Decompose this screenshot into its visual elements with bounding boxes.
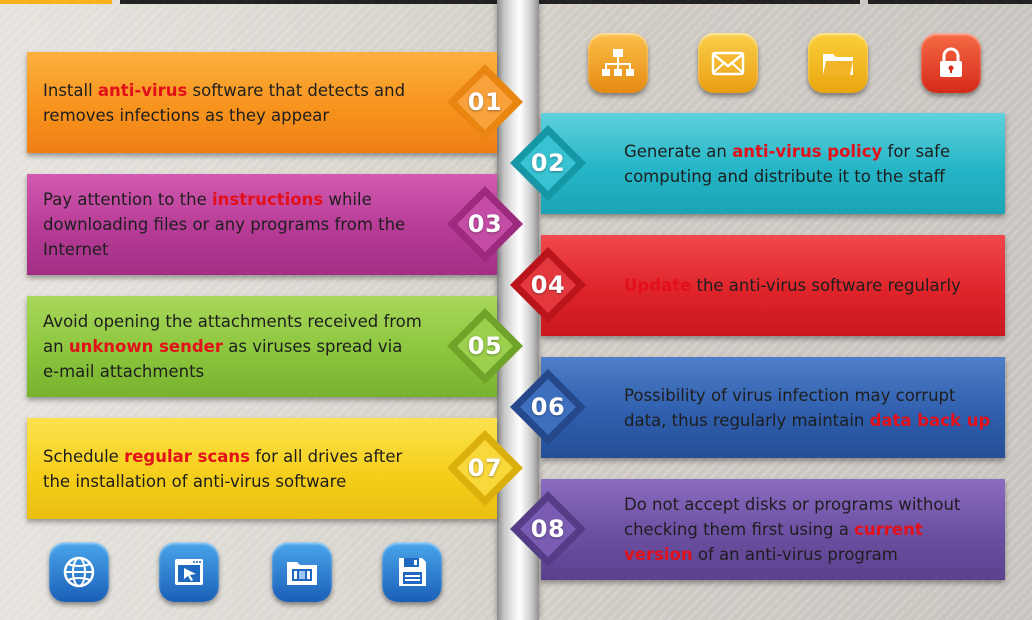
step-07-number: 07 — [467, 454, 503, 482]
step-03-number: 03 — [467, 210, 503, 238]
step-06-text-pre: Possibility of virus infection may corru… — [624, 385, 956, 430]
step-04-highlight: Update — [624, 276, 692, 295]
step-07-highlight: regular scans — [124, 446, 250, 466]
step-06-text: Possibility of virus infection may corru… — [624, 357, 994, 458]
step-03-text-post: while downloading files or any programs … — [43, 190, 406, 259]
step-02-badge: 02 — [508, 123, 588, 203]
step-07-text-pre: Schedule — [43, 446, 125, 466]
step-04-number: 04 — [530, 271, 566, 299]
step-03-highlight: instructions — [211, 190, 324, 209]
step-05-text: Avoid opening the attachments received f… — [43, 296, 423, 397]
step-01-badge: 01 — [445, 62, 525, 142]
step-06-highlight: data back up — [869, 410, 991, 430]
step-08-text-pre: Do not accept disks or programs without … — [624, 495, 961, 539]
top-dark-bar — [120, 0, 860, 4]
mail-icon — [698, 33, 758, 93]
step-07-text-post: for all drives after the installation of… — [43, 446, 403, 491]
step-02-text-pre: Generate an — [624, 141, 733, 161]
step-04-badge: 04 — [508, 245, 588, 325]
step-01-text-pre: Install — [43, 80, 98, 100]
step-06-band: Possibility of virus infection may corru… — [541, 357, 1005, 458]
step-01-text-post: software that detects and removes infect… — [43, 80, 406, 125]
cursor-window-icon — [159, 542, 219, 602]
step-03-text: Pay attention to the instructions while … — [43, 174, 423, 275]
step-03-badge: 03 — [445, 184, 525, 264]
sitemap-icon — [588, 33, 648, 93]
floppy-disk-icon — [382, 542, 442, 602]
step-07-band: Schedule regular scans for all drives af… — [27, 418, 497, 519]
step-01-highlight: anti-virus — [97, 80, 188, 100]
step-02-number: 02 — [530, 149, 566, 177]
step-01-band: Install anti-virus software that detects… — [27, 52, 497, 153]
step-05-number: 05 — [467, 332, 503, 360]
top-dark-bar-right — [868, 0, 1032, 4]
step-05-text-post: as viruses spread via e-mail attachments — [43, 337, 403, 381]
step-05-highlight: unknown sender — [68, 337, 224, 356]
step-08-highlight: current version — [624, 520, 923, 564]
step-03-band: Pay attention to the instructions while … — [27, 174, 497, 275]
step-07-badge: 07 — [445, 428, 525, 508]
step-08-number: 08 — [530, 515, 566, 543]
top-accent-bar — [0, 0, 112, 4]
step-03-text-pre: Pay attention to the — [43, 190, 212, 209]
step-02-band: Generate an anti-virus policy for safe c… — [541, 113, 1005, 214]
step-04-band: Update the anti-virus software regularly — [541, 235, 1005, 336]
step-08-badge: 08 — [508, 489, 588, 569]
folder-icon — [808, 33, 868, 93]
step-08-text: Do not accept disks or programs without … — [624, 479, 994, 580]
step-08-band: Do not accept disks or programs without … — [541, 479, 1005, 580]
step-05-badge: 05 — [445, 306, 525, 386]
step-07-text: Schedule regular scans for all drives af… — [43, 418, 423, 519]
step-01-number: 01 — [467, 88, 503, 116]
step-05-band: Avoid opening the attachments received f… — [27, 296, 497, 397]
step-02-highlight: anti-virus policy — [732, 141, 883, 161]
step-05-text-pre: Avoid opening the attachments received f… — [43, 312, 422, 356]
step-06-badge: 06 — [508, 367, 588, 447]
step-06-number: 06 — [530, 393, 566, 421]
step-02-text-post: for safe computing and distribute it to … — [624, 141, 951, 186]
step-01-text: Install anti-virus software that detects… — [43, 52, 423, 153]
globe-icon — [49, 542, 109, 602]
film-folder-icon — [272, 542, 332, 602]
step-08-text-post: of an anti-virus program — [692, 545, 898, 564]
step-02-text: Generate an anti-virus policy for safe c… — [624, 113, 994, 214]
lock-icon — [921, 33, 981, 93]
step-04-text-post: the anti-virus software regularly — [691, 276, 961, 295]
step-04-text: Update the anti-virus software regularly — [624, 235, 994, 336]
